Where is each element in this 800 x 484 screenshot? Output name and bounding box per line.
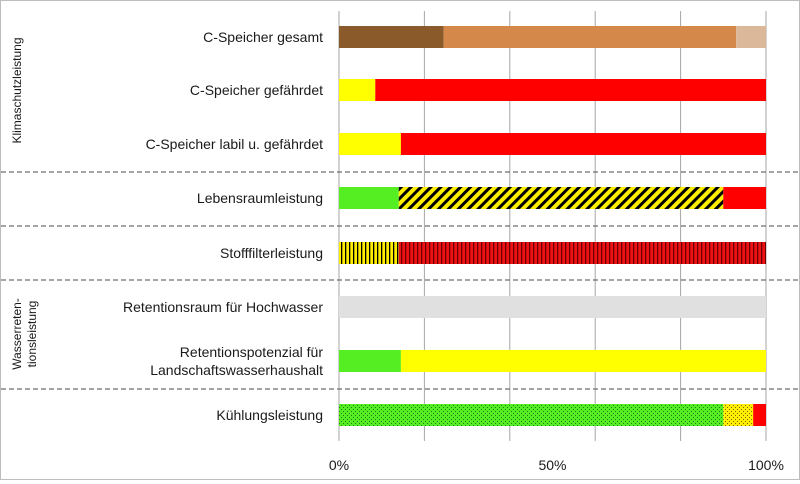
bar-segment bbox=[339, 404, 724, 426]
x-tick-label: 100% bbox=[748, 457, 784, 473]
bar-segment bbox=[398, 187, 724, 209]
bar-segment bbox=[339, 350, 401, 372]
row-label: Stofffilterleistung bbox=[220, 245, 323, 261]
row-label: C-Speicher gesamt bbox=[203, 29, 323, 45]
group-label: Wasserreten-tionsleistung bbox=[10, 298, 39, 370]
bar-segment bbox=[400, 350, 766, 372]
bar-segment bbox=[723, 404, 754, 426]
bar-segment bbox=[339, 242, 399, 264]
bar-segment bbox=[375, 79, 766, 101]
bar-segment bbox=[339, 187, 399, 209]
row-label: Retentionsraum für Hochwasser bbox=[123, 299, 323, 315]
x-tick-label: 50% bbox=[538, 457, 566, 473]
row-label: Lebensraumleistung bbox=[197, 190, 323, 206]
bar-segment bbox=[339, 26, 444, 48]
bar-segment bbox=[398, 242, 766, 264]
row-label: Retentionspotenzial für Landschaftswasser… bbox=[150, 344, 323, 378]
bar-segment bbox=[339, 133, 401, 155]
row-label: C-Speicher labil u. gefährdet bbox=[146, 136, 324, 152]
bar-segment bbox=[723, 187, 766, 209]
bar-segment bbox=[339, 79, 376, 101]
x-axis-ticks: 0% 50% 100% bbox=[329, 457, 784, 473]
bar-segment bbox=[400, 133, 766, 155]
bar-segment bbox=[443, 26, 737, 48]
row-label: Kühlungsleistung bbox=[216, 407, 323, 423]
group-labels: Klimaschutzleistung Wasserreten-tionsleis… bbox=[10, 37, 39, 369]
bar-segment bbox=[753, 404, 766, 426]
row-label: C-Speicher gefährdet bbox=[190, 82, 323, 98]
group-separators bbox=[1, 171, 799, 390]
bar-segment bbox=[339, 296, 766, 318]
group-label: Klimaschutzleistung bbox=[10, 37, 24, 143]
x-tick-label: 0% bbox=[329, 457, 349, 473]
category-labels: C-Speicher gesamt C-Speicher gefährdet C-S… bbox=[123, 29, 323, 423]
bar-segment bbox=[736, 26, 766, 48]
bar-series bbox=[339, 26, 766, 426]
